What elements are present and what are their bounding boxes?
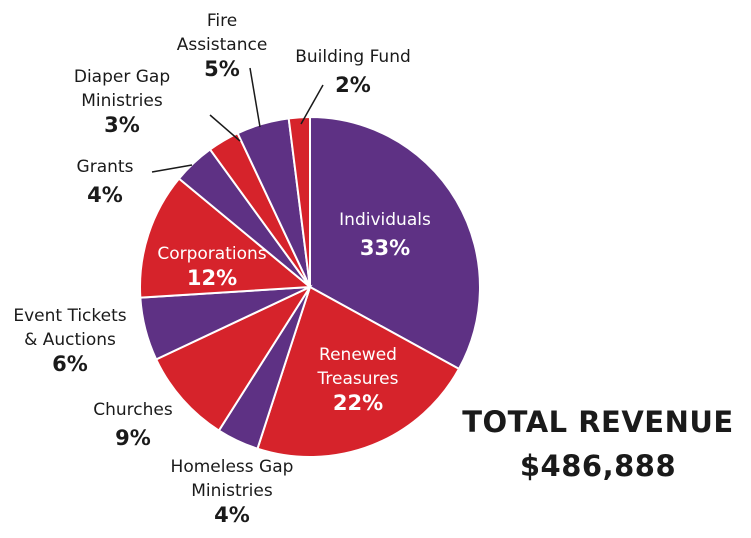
slice-percent: 3%	[104, 113, 140, 137]
slice-percent: 22%	[333, 391, 383, 415]
slice-label-text: Individuals	[339, 210, 431, 230]
slice-percent: 2%	[335, 73, 371, 97]
slice-label-text: Ministries	[191, 481, 273, 501]
slice-label-churches: Churches 9%	[93, 400, 173, 450]
slice-label-text: Renewed	[319, 345, 397, 365]
total-revenue-amount: $486,888	[448, 444, 748, 488]
leader-line	[250, 68, 260, 127]
slice-label-text: Ministries	[81, 91, 163, 111]
slice-label-text: Building Fund	[295, 47, 411, 67]
slice-label-text: Diaper Gap	[74, 67, 170, 87]
slice-label-text: & Auctions	[24, 330, 116, 350]
slice-percent: 6%	[52, 352, 88, 376]
slice-percent: 9%	[115, 426, 151, 450]
slice-label-building-fund: Building Fund 2%	[295, 47, 411, 97]
slice-percent: 33%	[360, 236, 410, 260]
slice-label-text: Assistance	[177, 35, 268, 55]
slice-label-text: Corporations	[157, 244, 266, 264]
slice-label-text: Treasures	[317, 369, 399, 389]
slice-label-text: Churches	[93, 400, 173, 420]
slice-label-grants: Grants 4%	[77, 157, 134, 207]
slice-label-text: Grants	[77, 157, 134, 177]
leader-line	[210, 115, 240, 141]
slice-percent: 12%	[187, 266, 237, 290]
slice-percent: 4%	[214, 503, 250, 527]
slice-percent: 4%	[87, 183, 123, 207]
total-revenue-block: TOTAL REVENUE $486,888	[448, 400, 748, 488]
slice-label-text: Event Tickets	[13, 306, 126, 326]
slice-label-text: Homeless Gap	[171, 457, 294, 477]
slice-label-text: Fire	[207, 11, 237, 31]
total-revenue-title: TOTAL REVENUE	[448, 400, 748, 444]
slice-percent: 5%	[204, 57, 240, 81]
